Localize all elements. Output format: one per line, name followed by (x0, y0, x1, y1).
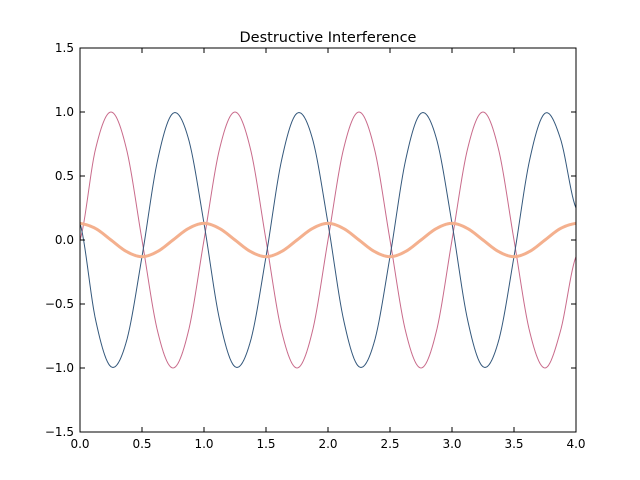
y-tick-label: −1.0 (45, 361, 74, 375)
x-tick-label: 0.0 (70, 437, 89, 451)
x-tick-label: 4.0 (566, 437, 585, 451)
y-tick-label: 1.0 (55, 105, 74, 119)
y-tick-label: 1.5 (55, 41, 74, 55)
y-tick-label: 0.0 (55, 233, 74, 247)
chart-title: Destructive Interference (240, 30, 417, 46)
x-tick-label: 0.5 (132, 437, 151, 451)
y-tick-label: −0.5 (45, 297, 74, 311)
series-line-3 (79, 221, 577, 259)
x-tick-label: 1.0 (194, 437, 213, 451)
x-tick-label: 2.5 (380, 437, 399, 451)
x-tick-label: 2.0 (318, 437, 337, 451)
x-tick-label: 1.5 (256, 437, 275, 451)
tick-layer: 0.0 0.5 1.0 1.5 2.0 2.5 3.0 3.5 4.0 −1.5 −1.0 −0.5 0… (45, 41, 586, 451)
plot-frame (79, 47, 577, 433)
series-layer (79, 111, 577, 369)
y-tick-label: 0.5 (55, 169, 74, 183)
x-tick-label: 3.0 (442, 437, 461, 451)
series-line-1 (79, 111, 577, 369)
x-tick-label: 3.5 (504, 437, 523, 451)
y-tick-label: −1.5 (45, 425, 74, 439)
